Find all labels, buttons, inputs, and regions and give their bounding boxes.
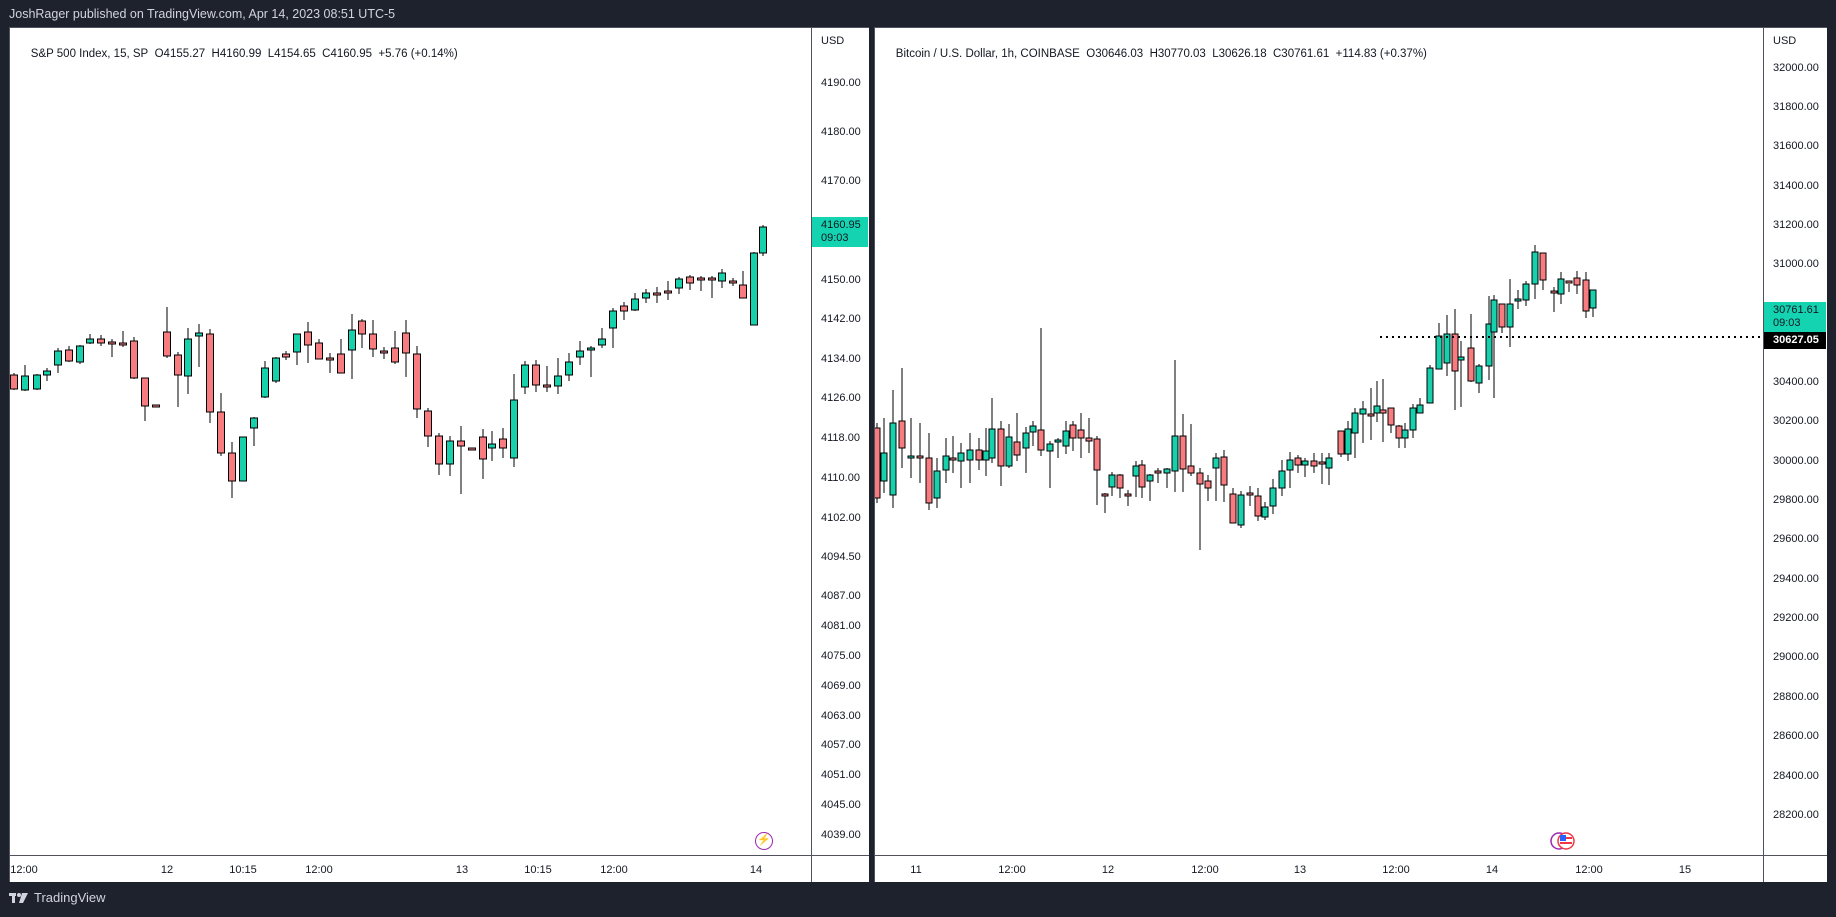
price-tick: 4094.50 [821,551,861,563]
time-tick: 13 [455,864,469,876]
time-tick: 12 [160,864,174,876]
close-value: C30761.61 [1273,48,1330,60]
change-value: +5.76 (+0.14%) [378,48,458,60]
price-tick: 29600.00 [1773,533,1819,545]
lightning-bolt-icon[interactable]: ⚡ [755,832,773,850]
tradingview-brand[interactable]: TradingView [9,890,106,905]
tradingview-logo-icon [9,892,28,903]
time-tick: 12:00 [1575,864,1603,876]
price-tick: 28800.00 [1773,691,1819,703]
price-tick: 30200.00 [1773,415,1819,427]
published-header: JoshRager published on TradingView.com, … [9,7,396,21]
time-tick: 11 [910,864,922,876]
time-tick: 10:15 [524,864,552,876]
time-tick: 12:00 [305,864,333,876]
price-tick: 29200.00 [1773,612,1819,624]
high-value: H4160.99 [211,48,262,60]
time-tick: 15 [1678,864,1692,876]
low-value: L30626.18 [1212,48,1267,60]
price-tick: 31600.00 [1773,140,1819,152]
btc-legend: Bitcoin / U.S. Dollar, 1h, COINBASE O306… [883,36,1427,72]
brand-label: TradingView [34,890,106,905]
horizontal-line-price-label: 30627.05 [1764,332,1826,349]
price-tick: 4110.00 [821,472,860,484]
time-tick: 12:00 [10,864,38,876]
time-tick: 10:15 [229,864,257,876]
price-tick: 31800.00 [1773,101,1819,113]
price-tick: 4150.00 [821,274,861,286]
price-tick: 4075.00 [821,650,861,662]
time-tick: 12:00 [1191,864,1219,876]
price-tick: 4051.00 [821,769,861,781]
sp500-legend: S&P 500 Index, 15, SP O4155.27 H4160.99 … [18,36,458,72]
price-tick: 4134.00 [821,353,861,365]
price-tick: 28400.00 [1773,770,1819,782]
price-tick: 32000.00 [1773,62,1819,74]
price-tick: 4081.00 [821,620,861,632]
btc-candlesticks [875,245,1763,550]
price-tick: 4057.00 [821,739,861,751]
btc-time-axis[interactable]: 11 12:00 12 12:00 13 12:00 14 12:00 15 [875,855,1763,882]
last-price: 30761.61 [1773,304,1819,316]
sp500-chart-panel[interactable]: S&P 500 Index, 15, SP O4155.27 H4160.99 … [9,27,869,882]
bar-countdown: 09:03 [821,232,849,244]
time-tick: 14 [749,864,763,876]
sp500-price-axis[interactable]: USD 4160.95 09:03 4190.00 4180.00 4170.00 4… [811,28,869,855]
us-flag-economic-event-icon[interactable] [1549,831,1581,851]
axis-corner [1763,855,1827,882]
sp500-candlesticks [10,225,767,498]
price-tick: 4180.00 [821,126,861,138]
price-tick: 31000.00 [1773,258,1819,270]
time-tick: 12 [1101,864,1115,876]
price-tick: 29000.00 [1773,651,1819,663]
price-tick: 31400.00 [1773,180,1819,192]
last-price-label: 4160.95 09:03 [812,217,868,247]
open-value: O30646.03 [1086,48,1144,60]
price-tick: 4142.00 [821,313,861,325]
time-tick: 13 [1293,864,1307,876]
btc-chart-panel[interactable]: Bitcoin / U.S. Dollar, 1h, COINBASE O306… [874,27,1827,882]
low-value: L4154.65 [267,48,316,60]
price-tick: 4118.00 [821,432,860,444]
last-price-label: 30761.61 09:03 [1764,302,1826,332]
price-tick: 4102.00 [821,512,861,524]
time-tick: 14 [1485,864,1499,876]
sp500-time-axis[interactable]: 12:00 12 10:15 12:00 13 10:15 12:00 14 [10,855,811,882]
price-tick: 4063.00 [821,710,861,722]
open-value: O4155.27 [154,48,206,60]
change-value: +114.83 (+0.37%) [1335,48,1427,60]
price-tick: 4069.00 [821,680,861,692]
high-value: H30770.03 [1149,48,1206,60]
close-value: C4160.95 [322,48,373,60]
time-tick: 12:00 [600,864,628,876]
price-tick: 28200.00 [1773,809,1819,821]
bar-countdown: 09:03 [1773,317,1801,329]
price-tick: 4087.00 [821,590,861,602]
btc-plot-area[interactable] [875,28,1763,855]
price-tick: 29800.00 [1773,494,1819,506]
currency-label: USD [821,35,845,47]
time-tick: 12:00 [1382,864,1410,876]
symbol-title: S&P 500 Index, 15, SP [30,48,149,60]
time-tick: 12:00 [998,864,1026,876]
price-tick: 4045.00 [821,799,861,811]
price-tick: 30400.00 [1773,376,1819,388]
price-tick: 4126.00 [821,392,861,404]
price-tick: 4170.00 [821,175,861,187]
price-tick: 30000.00 [1773,455,1819,467]
price-tick: 4039.00 [821,829,861,841]
price-tick: 28600.00 [1773,730,1819,742]
price-tick: 4190.00 [821,77,861,89]
price-tick: 31200.00 [1773,219,1819,231]
currency-label: USD [1773,35,1797,47]
sp500-plot-area[interactable]: ⚡ [10,28,811,855]
last-price: 4160.95 [821,219,861,231]
price-tick: 29400.00 [1773,573,1819,585]
btc-price-axis[interactable]: USD 30761.61 09:03 30627.05 32000.00 3180… [1763,28,1827,855]
symbol-title: Bitcoin / U.S. Dollar, 1h, COINBASE [895,48,1080,60]
axis-corner [811,855,869,882]
